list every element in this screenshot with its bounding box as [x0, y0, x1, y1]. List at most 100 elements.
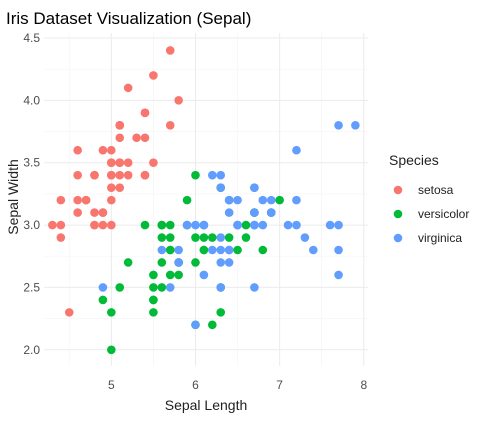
data-point-setosa — [107, 220, 116, 230]
data-point-setosa — [73, 208, 82, 217]
data-point-setosa — [73, 195, 82, 205]
data-point-setosa — [115, 183, 125, 192]
data-point-versicolor — [149, 295, 158, 305]
data-point-setosa — [98, 145, 108, 155]
data-point-setosa — [115, 133, 125, 143]
data-point-setosa — [165, 46, 175, 55]
data-point-versicolor — [123, 258, 133, 267]
data-point-virginica — [216, 170, 226, 180]
data-point-versicolor — [208, 320, 217, 330]
data-point-setosa — [107, 170, 116, 180]
data-point-versicolor — [208, 233, 217, 242]
data-point-virginica — [325, 220, 335, 230]
x-tick-label: 8 — [360, 378, 367, 392]
legend-key-versicolor — [393, 209, 403, 219]
y-tick-label: 3.5 — [23, 156, 40, 170]
data-point-setosa — [48, 220, 57, 230]
data-point-virginica — [250, 183, 259, 192]
x-tick-label: 5 — [108, 378, 115, 392]
x-tick-label: 7 — [276, 378, 283, 392]
data-point-virginica — [216, 183, 226, 192]
data-point-setosa — [107, 195, 116, 205]
data-point-virginica — [334, 220, 343, 230]
data-point-versicolor — [149, 270, 158, 280]
data-point-setosa — [123, 158, 133, 168]
data-point-setosa — [98, 220, 108, 230]
data-point-setosa — [140, 133, 150, 143]
y-tick-label: 4.0 — [23, 93, 40, 107]
data-point-virginica — [182, 220, 192, 230]
data-point-virginica — [258, 220, 268, 230]
data-point-setosa — [165, 120, 175, 130]
data-point-setosa — [132, 133, 141, 143]
data-point-virginica — [165, 283, 175, 292]
data-point-setosa — [56, 220, 66, 230]
data-point-virginica — [334, 120, 343, 130]
data-point-virginica — [174, 245, 183, 255]
data-point-virginica — [199, 220, 209, 230]
data-point-versicolor — [216, 308, 226, 317]
data-point-virginica — [250, 220, 259, 230]
y-tick-label: 3.0 — [23, 218, 40, 232]
data-point-versicolor — [157, 283, 167, 292]
data-point-versicolor — [191, 258, 200, 267]
data-point-versicolor — [199, 233, 209, 242]
data-point-setosa — [90, 208, 99, 217]
data-point-versicolor — [149, 283, 158, 292]
data-point-versicolor — [157, 220, 167, 230]
legend: Species setosa versicolor virginica — [389, 152, 469, 245]
y-tick-label: 2.5 — [23, 280, 40, 294]
data-point-versicolor — [107, 308, 116, 317]
data-point-setosa — [115, 158, 125, 168]
data-point-virginica — [191, 220, 200, 230]
chart-title: Iris Dataset Visualization (Sepal) — [6, 9, 251, 28]
data-point-versicolor — [140, 220, 150, 230]
data-point-versicolor — [115, 283, 125, 292]
data-point-setosa — [73, 145, 82, 155]
data-point-virginica — [334, 270, 343, 280]
y-tick-label: 2.0 — [23, 343, 40, 357]
data-point-setosa — [115, 120, 125, 130]
y-tick-label: 4.5 — [23, 31, 40, 45]
data-point-virginica — [308, 245, 318, 255]
data-point-virginica — [224, 245, 234, 255]
data-point-versicolor — [241, 220, 251, 230]
data-point-setosa — [107, 158, 116, 168]
data-point-versicolor — [191, 170, 200, 180]
data-point-virginica — [292, 220, 301, 230]
data-point-virginica — [224, 195, 234, 205]
data-point-setosa — [98, 208, 108, 217]
x-axis-ticks: 5 6 7 8 — [108, 378, 367, 392]
legend-label-versicolor: versicolor — [418, 207, 469, 221]
data-point-setosa — [56, 195, 66, 205]
data-point-virginica — [300, 233, 310, 242]
data-point-setosa — [56, 233, 66, 242]
data-point-versicolor — [165, 220, 175, 230]
data-point-versicolor — [224, 233, 234, 242]
data-point-virginica — [157, 245, 167, 255]
data-point-virginica — [292, 145, 301, 155]
data-point-virginica — [266, 195, 276, 205]
data-point-setosa — [73, 170, 82, 180]
data-point-setosa — [123, 170, 133, 180]
data-point-virginica — [216, 245, 226, 255]
data-point-setosa — [90, 170, 99, 180]
data-point-versicolor — [174, 270, 183, 280]
data-point-virginica — [250, 283, 259, 292]
data-point-versicolor — [107, 345, 116, 355]
data-point-virginica — [191, 320, 200, 330]
data-point-versicolor — [241, 233, 251, 242]
y-axis-title: Sepal Width — [5, 159, 21, 234]
data-point-virginica — [216, 258, 226, 267]
legend-title: Species — [389, 152, 439, 168]
data-point-setosa — [64, 308, 74, 317]
data-point-virginica — [233, 220, 242, 230]
data-point-versicolor — [165, 233, 175, 242]
data-point-setosa — [107, 183, 116, 192]
data-point-setosa — [140, 108, 150, 118]
data-point-setosa — [140, 170, 150, 180]
y-axis-ticks: 2.0 2.5 3.0 3.5 4.0 4.5 — [23, 31, 40, 357]
data-point-versicolor — [165, 245, 175, 255]
data-point-virginica — [98, 283, 108, 292]
